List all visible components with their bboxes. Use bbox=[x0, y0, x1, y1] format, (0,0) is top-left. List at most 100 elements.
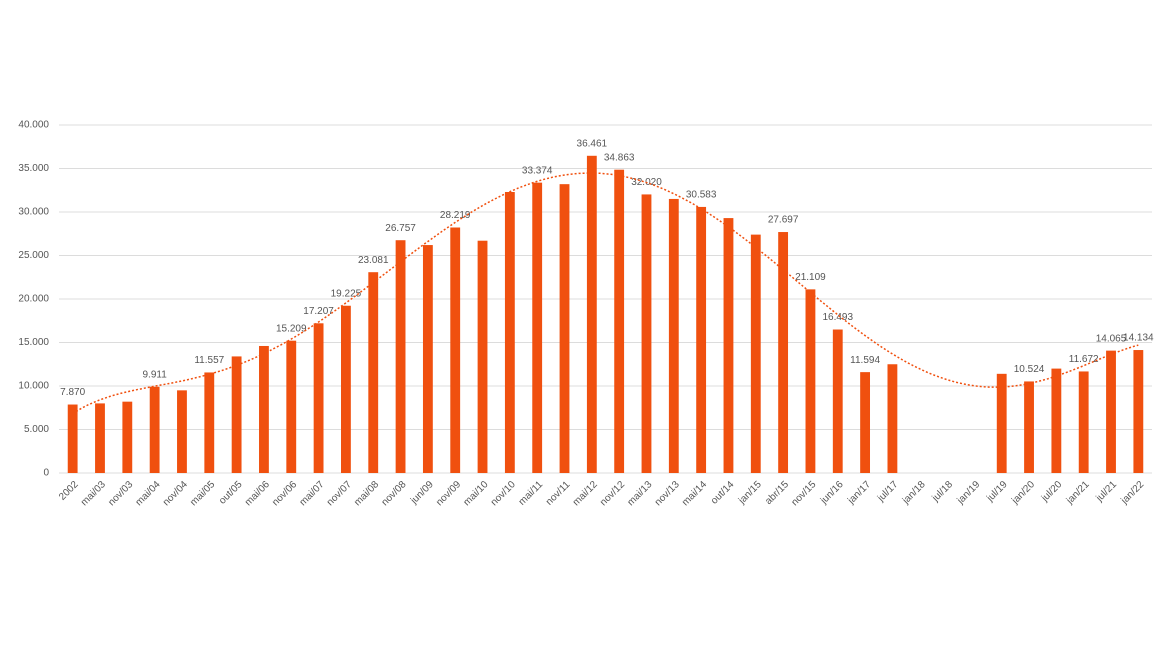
x-tick-label: mai/08 bbox=[352, 479, 381, 508]
y-tick-label: 25.000 bbox=[18, 250, 49, 261]
x-tick-label: abr/15 bbox=[763, 479, 791, 507]
x-tick-label: nov/03 bbox=[106, 479, 135, 508]
value-label: 28.219 bbox=[440, 210, 471, 221]
bar bbox=[996, 373, 1007, 473]
value-label: 11.557 bbox=[194, 355, 224, 366]
x-tick-label: jun/16 bbox=[818, 479, 846, 507]
y-tick-label: 20.000 bbox=[18, 294, 49, 305]
x-tick-label: mai/03 bbox=[79, 479, 108, 508]
value-label: 17.207 bbox=[303, 306, 334, 317]
x-tick-label: mai/13 bbox=[625, 479, 654, 508]
x-tick-label: nov/09 bbox=[434, 479, 463, 508]
y-tick-label: 30.000 bbox=[18, 207, 49, 218]
x-tick-label: jan/17 bbox=[845, 479, 873, 507]
bar bbox=[450, 227, 461, 473]
value-label: 27.697 bbox=[768, 215, 799, 226]
value-label: 14.134 bbox=[1123, 333, 1154, 344]
bar bbox=[532, 182, 543, 474]
value-label: 9.911 bbox=[142, 369, 167, 380]
x-tick-label: mai/12 bbox=[571, 479, 600, 508]
x-tick-label: jan/21 bbox=[1064, 479, 1092, 507]
x-tick-label: 2002 bbox=[57, 479, 81, 503]
bar bbox=[122, 401, 133, 473]
bar bbox=[860, 372, 871, 473]
bar bbox=[641, 194, 652, 473]
x-tick-label: jan/20 bbox=[1009, 479, 1037, 507]
x-tick-label: jun/09 bbox=[408, 479, 436, 507]
x-tick-label: nov/12 bbox=[598, 479, 627, 508]
x-tick-label: nov/15 bbox=[789, 479, 818, 508]
bar bbox=[586, 155, 597, 473]
y-tick-label: 40.000 bbox=[18, 120, 49, 131]
bar bbox=[1024, 381, 1034, 473]
x-tick-label: nov/07 bbox=[325, 479, 354, 508]
y-tick-label: 5.000 bbox=[24, 424, 49, 435]
bar bbox=[1051, 368, 1062, 473]
x-tick-label: jul/18 bbox=[930, 479, 956, 505]
value-label: 30.583 bbox=[686, 190, 717, 201]
x-tick-label: mai/07 bbox=[298, 479, 327, 508]
x-tick-label: out/14 bbox=[709, 479, 737, 507]
x-tick-label: jul/20 bbox=[1039, 479, 1065, 505]
x-tick-label: jan/22 bbox=[1119, 479, 1147, 507]
value-label: 14.065 bbox=[1096, 333, 1127, 344]
x-tick-label: mai/04 bbox=[134, 479, 163, 508]
x-tick-label: nov/06 bbox=[270, 479, 299, 508]
bar bbox=[887, 364, 898, 473]
x-tick-label: mai/11 bbox=[517, 479, 546, 508]
x-tick-label: jan/19 bbox=[955, 479, 983, 507]
bar bbox=[1106, 350, 1116, 473]
bar bbox=[395, 240, 406, 473]
bar bbox=[559, 184, 570, 473]
bar bbox=[313, 323, 324, 473]
value-label: 36.461 bbox=[577, 138, 608, 149]
value-label: 23.081 bbox=[358, 255, 389, 266]
value-label: 11.672 bbox=[1069, 354, 1099, 365]
bar bbox=[723, 218, 734, 473]
value-label: 33.374 bbox=[522, 165, 553, 176]
bar bbox=[477, 240, 488, 473]
x-tick-label: jan/15 bbox=[736, 479, 764, 507]
bar bbox=[1078, 371, 1089, 473]
bar bbox=[1133, 350, 1144, 473]
x-tick-label: nov/13 bbox=[653, 479, 682, 508]
x-tick-label: mai/05 bbox=[188, 479, 217, 508]
y-tick-label: 10.000 bbox=[18, 381, 49, 392]
bar bbox=[368, 272, 379, 473]
bar bbox=[67, 404, 78, 473]
y-tick-label: 15.000 bbox=[18, 337, 49, 348]
x-tick-label: out/05 bbox=[217, 479, 245, 507]
value-label: 19.225 bbox=[331, 288, 362, 299]
x-tick-label: mai/14 bbox=[680, 479, 709, 508]
x-tick-label: mai/06 bbox=[243, 479, 272, 508]
value-label: 16.493 bbox=[822, 312, 853, 323]
bar bbox=[231, 356, 242, 473]
x-tick-label: nov/04 bbox=[161, 479, 190, 508]
bar bbox=[204, 372, 215, 473]
x-tick-label: mai/10 bbox=[462, 479, 491, 508]
x-tick-label: jul/17 bbox=[875, 479, 901, 505]
x-tick-label: nov/08 bbox=[380, 479, 409, 508]
bar bbox=[504, 191, 515, 474]
value-label: 11.594 bbox=[850, 355, 880, 366]
bar bbox=[340, 305, 351, 473]
value-label: 21.109 bbox=[795, 272, 826, 283]
bar bbox=[286, 340, 297, 473]
bar bbox=[668, 198, 679, 473]
y-tick-label: 0 bbox=[43, 468, 49, 479]
bar bbox=[696, 206, 707, 473]
value-label: 26.757 bbox=[385, 223, 416, 234]
y-tick-label: 35.000 bbox=[18, 163, 49, 174]
bar bbox=[95, 403, 105, 473]
value-label: 7.870 bbox=[60, 387, 85, 398]
bar bbox=[259, 345, 269, 473]
bar bbox=[750, 234, 761, 473]
x-tick-label: nov/10 bbox=[489, 479, 518, 508]
bar bbox=[614, 169, 625, 473]
value-label: 10.524 bbox=[1014, 364, 1045, 375]
bar bbox=[778, 232, 789, 473]
bar bbox=[177, 390, 187, 473]
value-label: 15.209 bbox=[276, 323, 307, 334]
